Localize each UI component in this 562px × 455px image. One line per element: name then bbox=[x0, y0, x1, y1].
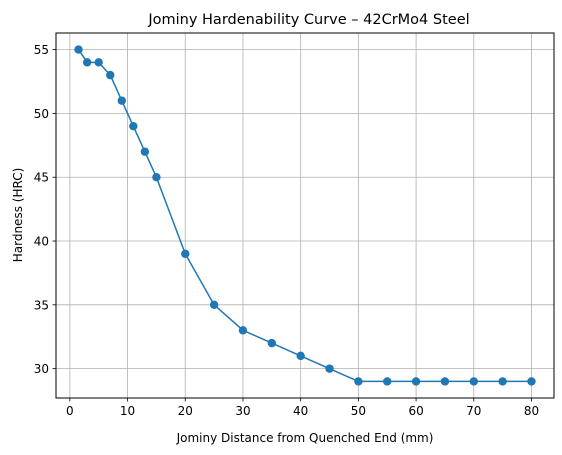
data-point bbox=[354, 377, 363, 386]
data-point bbox=[296, 351, 305, 361]
y-tick-label: 35 bbox=[34, 298, 49, 312]
x-tick-label: 80 bbox=[524, 404, 539, 418]
data-point bbox=[106, 70, 115, 80]
data-point bbox=[325, 364, 334, 373]
data-point bbox=[469, 377, 478, 386]
data-point bbox=[498, 377, 507, 386]
grid bbox=[56, 33, 554, 398]
data-point bbox=[527, 377, 536, 386]
data-point bbox=[209, 300, 219, 310]
chart-title: Jominy Hardenability Curve – 42CrMo4 Ste… bbox=[147, 12, 469, 28]
data-point bbox=[267, 338, 277, 348]
data-point bbox=[383, 377, 392, 386]
data-point bbox=[129, 121, 138, 131]
series-layer bbox=[74, 45, 536, 386]
data-point bbox=[440, 377, 450, 386]
x-axis-label: Jominy Distance from Quenched End (mm) bbox=[176, 431, 434, 445]
data-point bbox=[140, 147, 150, 156]
x-tick-label: 50 bbox=[351, 404, 366, 418]
y-tick-label: 50 bbox=[34, 107, 49, 121]
y-tick-label: 45 bbox=[34, 171, 49, 185]
x-axis-ticks: 0 10 20 30 40 50 60 70 80 bbox=[66, 398, 539, 418]
data-point bbox=[117, 96, 126, 105]
plot-frame bbox=[55, 32, 555, 399]
x-tick-label: 70 bbox=[466, 404, 481, 418]
x-tick-label: 20 bbox=[178, 404, 193, 418]
data-point bbox=[181, 249, 190, 258]
y-tick-label: 40 bbox=[34, 235, 49, 249]
data-point bbox=[82, 58, 92, 67]
data-point bbox=[152, 173, 161, 182]
x-tick-label: 60 bbox=[408, 404, 423, 418]
x-tick-label: 30 bbox=[235, 404, 250, 418]
x-tick-label: 10 bbox=[120, 404, 135, 418]
y-axis-ticks: 30 35 40 45 50 55 bbox=[34, 43, 56, 376]
y-tick-label: 30 bbox=[34, 362, 49, 376]
data-point bbox=[94, 58, 103, 67]
y-axis-label: Hardness (HRC) bbox=[11, 168, 25, 263]
x-tick-label: 40 bbox=[293, 404, 308, 418]
data-point bbox=[74, 45, 83, 54]
data-point bbox=[238, 326, 248, 335]
data-point bbox=[411, 377, 421, 386]
x-tick-label: 0 bbox=[66, 404, 74, 418]
y-tick-label: 55 bbox=[34, 43, 49, 57]
